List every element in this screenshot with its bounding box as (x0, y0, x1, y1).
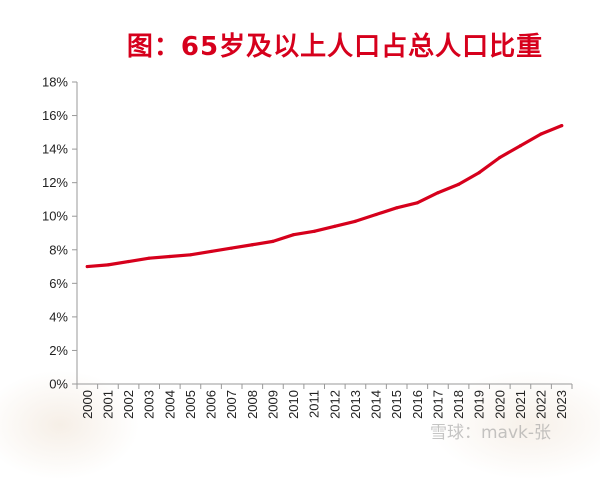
series-line (85, 124, 564, 269)
y-tick-label: 4% (49, 309, 68, 324)
x-tick-label: 2021 (513, 390, 528, 419)
x-tick-label: 2014 (369, 390, 384, 419)
x-tick-label: 2015 (389, 390, 404, 419)
x-tick-label: 2022 (534, 390, 549, 419)
x-tick-label: 2011 (307, 390, 322, 418)
x-tick-label: 2016 (410, 390, 425, 419)
x-tick-label: 2017 (430, 390, 445, 419)
y-tick-label: 0% (49, 377, 68, 392)
x-tick-label: 2008 (245, 390, 260, 419)
data-point (436, 191, 440, 195)
data-point (147, 256, 151, 260)
data-point (539, 132, 543, 136)
x-tick-label: 2005 (183, 390, 198, 419)
x-tick-label: 2010 (286, 390, 301, 419)
x-tick-label: 2002 (121, 390, 136, 419)
data-point (312, 229, 316, 233)
data-point (126, 259, 131, 264)
y-tick-label: 14% (42, 142, 68, 157)
y-tick-label: 12% (42, 175, 68, 190)
watermark: 雪球：mavk-张 (430, 423, 552, 443)
x-tick-label: 2023 (554, 390, 569, 419)
x-tick-label: 2013 (348, 390, 363, 419)
data-point (333, 224, 337, 228)
data-point (168, 254, 172, 259)
data-point (477, 171, 481, 175)
x-tick-label: 2012 (327, 390, 342, 419)
y-axis: 0% 2% 4% 6% 8% 10% 12% 14% 16% 18% (42, 75, 78, 392)
series-layer (85, 124, 564, 269)
y-tick-label: 2% (49, 343, 68, 358)
x-tick-label: 2006 (204, 390, 219, 419)
x-tick-label: 2003 (142, 390, 157, 419)
data-point (106, 263, 110, 267)
data-point (374, 212, 378, 217)
x-axis: 2000 2001 2002 2003 2004 2005 2006 2007 2008 2009… (76, 383, 573, 419)
y-tick-label: 10% (42, 209, 68, 224)
x-tick-label: 2009 (265, 390, 280, 419)
x-tick-label: 2004 (162, 390, 177, 419)
x-tick-label: 2020 (492, 390, 507, 419)
data-point (518, 144, 523, 148)
y-tick-label: 8% (49, 242, 68, 257)
data-point (271, 239, 275, 243)
data-point (230, 246, 234, 250)
x-tick-label: 2018 (451, 390, 466, 419)
data-point (209, 249, 213, 254)
y-tick-label: 6% (49, 276, 68, 291)
chart-title: 图：65岁及以上人口占总人口比重 (126, 32, 544, 62)
x-tick-label: 2000 (80, 390, 95, 419)
line-chart: 0%2%4%6%8%10%12%14%16%18% 2000 2001 2002 20… (42, 75, 573, 419)
x-tick-label: 2019 (472, 390, 487, 419)
data-point (415, 201, 419, 205)
data-point (291, 233, 296, 237)
data-point (395, 206, 399, 210)
data-point (560, 124, 564, 128)
x-tick-label: 2007 (224, 390, 239, 419)
data-point (85, 264, 89, 269)
data-point (498, 155, 502, 160)
x-tick-label: 2001 (100, 390, 115, 419)
data-point (250, 243, 254, 247)
data-point (188, 253, 193, 257)
data-point (456, 182, 461, 186)
y-tick-label: 18% (42, 75, 68, 90)
chart-title-container: 图：65岁及以上人口占总人口比重 (0, 26, 600, 63)
data-point (353, 219, 358, 223)
y-tick-label: 16% (42, 108, 68, 123)
